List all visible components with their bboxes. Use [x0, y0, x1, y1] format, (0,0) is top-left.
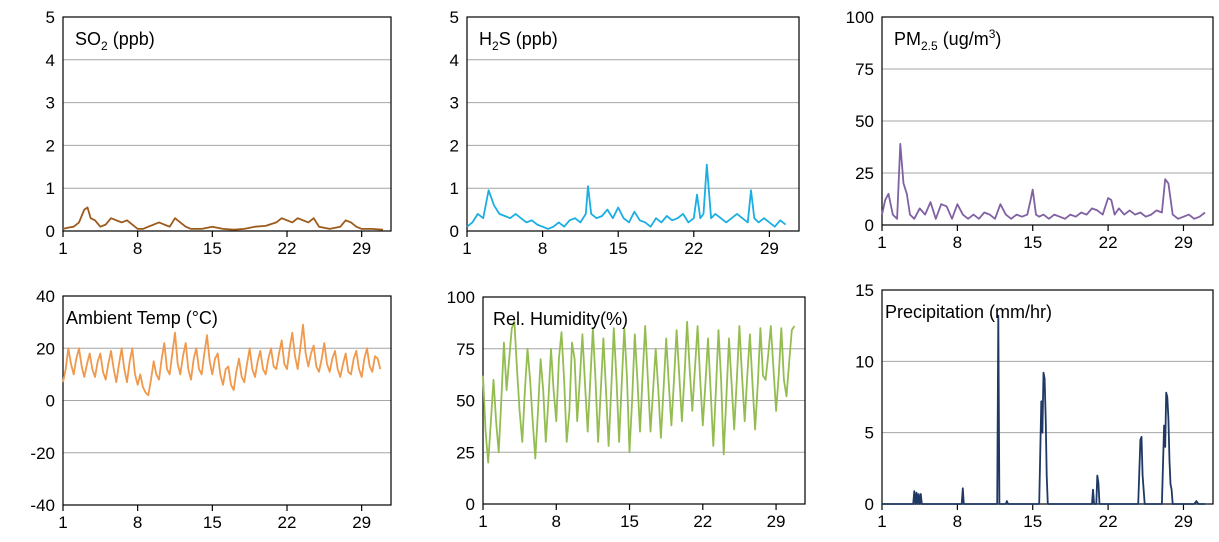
x-tick-label: 15: [1023, 233, 1042, 252]
plot-frame: [881, 16, 1214, 226]
title-part: Ambient Temp (°C): [66, 308, 218, 328]
y-tick-label: 40: [36, 287, 55, 306]
title-part: 3: [989, 27, 996, 41]
x-tick-label: 29: [767, 512, 786, 531]
x-tick-label: 29: [352, 239, 371, 258]
y-tick-label: 3: [450, 94, 459, 113]
title-part: PM: [894, 29, 921, 49]
series-line: [882, 314, 1205, 505]
x-tick-label: 8: [133, 513, 142, 532]
y-tick-label: 75: [855, 60, 874, 79]
title-part: 2: [492, 39, 499, 53]
y-tick-label: 0: [865, 495, 874, 514]
x-tick-label: 29: [760, 239, 779, 258]
x-tick-label: 29: [1174, 233, 1193, 252]
x-tick-label: 1: [478, 512, 487, 531]
y-tick-label: 0: [466, 495, 475, 514]
series-line: [62, 323, 382, 397]
series-line: [881, 142, 1206, 220]
x-tick-label: 8: [552, 512, 561, 531]
y-tick-label: 20: [36, 339, 55, 358]
y-tick-label: 0: [865, 216, 874, 235]
x-tick-label: 1: [58, 239, 67, 258]
x-tick-label: 22: [278, 239, 297, 258]
title-part: 2.5: [921, 39, 938, 53]
title-part: (ppb): [108, 29, 155, 49]
series-line: [466, 163, 787, 230]
chart-5: 0 25 50 75 100 1 8 15 22 29 Rel. Humidity(%): [447, 288, 806, 531]
title-part: SO: [75, 29, 101, 49]
y-tick-label: 10: [855, 352, 874, 371]
x-tick-label: 22: [693, 512, 712, 531]
x-tick-label: 8: [953, 233, 962, 252]
y-tick-label: 0: [46, 222, 55, 241]
y-tick-label: 100: [846, 8, 874, 27]
x-tick-label: 22: [1099, 512, 1118, 531]
title-part: (ug/m: [938, 29, 989, 49]
x-tick-label: 22: [278, 513, 297, 532]
y-tick-label: 5: [865, 424, 874, 443]
x-tick-label: 22: [1099, 233, 1118, 252]
chart-title: H2S (ppb): [479, 29, 558, 53]
x-tick-label: 1: [877, 512, 886, 531]
y-tick-label: 5: [450, 8, 459, 27]
y-tick-label: 75: [456, 340, 475, 359]
y-tick-label: 100: [447, 288, 475, 307]
plot-frame: [62, 16, 392, 232]
series-line: [62, 206, 384, 231]
x-tick-label: 8: [133, 239, 142, 258]
chart-3: 0 25 50 75 100 1 8 15 22 29 PM2.5 (ug/m3): [846, 8, 1214, 252]
plot-frame: [466, 16, 800, 232]
x-tick-label: 15: [203, 513, 222, 532]
y-tick-label: 1: [46, 179, 55, 198]
y-tick-label: 4: [46, 51, 55, 70]
y-tick-label: 5: [46, 8, 55, 27]
y-tick-label: 15: [855, 281, 874, 300]
y-tick-label: 25: [456, 443, 475, 462]
title-part: Rel. Humidity(%): [493, 309, 628, 329]
y-tick-label: -40: [30, 496, 55, 515]
chart-title: PM2.5 (ug/m3): [894, 27, 1001, 53]
y-tick-label: 25: [855, 164, 874, 183]
chart-title: Precipitation (mm/hr): [885, 302, 1052, 322]
y-tick-label: 50: [456, 392, 475, 411]
chart-6: 0 5 10 15 1 8 15 22 29 Precipitation (mm/hr): [855, 281, 1214, 531]
y-tick-label: 0: [46, 392, 55, 411]
title-part: S (ppb): [499, 29, 558, 49]
x-tick-label: 15: [609, 239, 628, 258]
x-tick-label: 15: [1023, 512, 1042, 531]
y-tick-label: 0: [450, 222, 459, 241]
x-tick-label: 29: [352, 513, 371, 532]
plot-frame: [62, 295, 392, 506]
y-tick-label: 3: [46, 94, 55, 113]
x-tick-label: 8: [953, 512, 962, 531]
x-tick-label: 1: [462, 239, 471, 258]
chart-4: -40 -20 0 20 40 1 8 15 22 29 Ambient Temp (°C): [30, 287, 392, 532]
chart-title: Ambient Temp (°C): [66, 308, 218, 328]
chart-title: Rel. Humidity(%): [493, 309, 628, 329]
x-tick-label: 8: [538, 239, 547, 258]
x-tick-label: 29: [1174, 512, 1193, 531]
y-tick-label: 50: [855, 112, 874, 131]
title-part: H: [479, 29, 492, 49]
x-tick-label: 15: [620, 512, 639, 531]
y-tick-label: -20: [30, 444, 55, 463]
y-tick-label: 4: [450, 51, 459, 70]
x-tick-label: 15: [203, 239, 222, 258]
x-tick-label: 1: [58, 513, 67, 532]
x-tick-label: 1: [877, 233, 886, 252]
title-part: 2: [101, 39, 108, 53]
series-line: [482, 320, 796, 464]
chart-title: SO2 (ppb): [75, 29, 155, 53]
y-tick-label: 2: [450, 136, 459, 155]
title-part: Precipitation (mm/hr): [885, 302, 1052, 322]
y-tick-label: 1: [450, 179, 459, 198]
plot-frame: [482, 296, 806, 505]
y-tick-label: 2: [46, 136, 55, 155]
x-tick-label: 22: [684, 239, 703, 258]
title-part: ): [995, 29, 1001, 49]
